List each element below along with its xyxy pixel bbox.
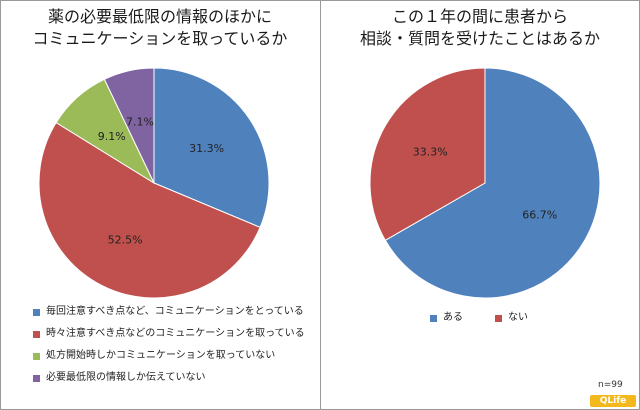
right-legend-item-2: ない	[495, 312, 528, 324]
left-title-line-2: コミュニケーションを取っているか	[32, 29, 288, 48]
right-legend-item-1: ある	[430, 312, 463, 324]
right-legend-label-1: ある	[443, 312, 463, 323]
left-legend-swatch-3	[33, 352, 40, 360]
left-pie-data-label-2: 52.5%	[108, 233, 143, 246]
left-legend-item-2: 時々注意すべき点などのコミュニケーションを取っている	[33, 328, 305, 340]
left-pie-slice-1	[153, 67, 270, 228]
panel-divider	[320, 0, 321, 410]
left-legend-swatch-2	[33, 330, 40, 338]
left-legend-item-4: 必要最低限の情報しか伝えていない	[33, 372, 305, 384]
left-legend-item-1: 毎回注意すべき点など、コミュニケーションをとっている	[33, 306, 305, 318]
right-pie-slice-2	[369, 67, 486, 241]
right-legend-label-2: ない	[508, 312, 528, 323]
left-chart-title: 薬の必要最低限の情報のほかに コミュニケーションを取っているか	[10, 6, 310, 50]
left-pie-slice-2	[38, 121, 261, 299]
right-pie-data-label-1: 66.7%	[522, 209, 557, 222]
left-legend-label-2: 時々注意すべき点などのコミュニケーションを取っている	[46, 328, 305, 339]
right-legend-swatch-1	[430, 314, 437, 322]
right-legend: ある ない	[430, 312, 560, 324]
left-legend-label-1: 毎回注意すべき点など、コミュニケーションをとっている	[46, 306, 304, 317]
right-chart-title: この１年の間に患者から 相談・質問を受けたことはあるか	[330, 6, 630, 50]
right-pie-data-label-2: 33.3%	[413, 145, 448, 158]
left-title-line-1: 薬の必要最低限の情報のほかに	[47, 7, 272, 26]
right-title-line-1: この１年の間に患者から	[391, 7, 568, 26]
left-legend-label-4: 必要最低限の情報しか伝えていない	[46, 372, 206, 383]
left-legend-item-3: 処方開始時しかコミュニケーションを取っていない	[33, 350, 305, 362]
right-legend-swatch-2	[495, 314, 502, 322]
left-legend-swatch-1	[33, 308, 40, 316]
brand-logo: QLife	[590, 395, 636, 407]
left-pie-slice-4	[103, 67, 155, 184]
left-pie-data-label-3: 9.1%	[98, 130, 126, 143]
left-legend-swatch-4	[33, 374, 40, 382]
left-legend-label-3: 処方開始時しかコミュニケーションを取っていない	[46, 350, 276, 361]
sample-size-note: n=99	[598, 380, 623, 390]
left-pie-data-label-4: 7.1%	[126, 115, 154, 128]
right-pie-slice-1	[384, 67, 601, 299]
left-legend: 毎回注意すべき点など、コミュニケーションをとっている 時々注意すべき点などのコミ…	[33, 306, 305, 394]
right-title-line-2: 相談・質問を受けたことはあるか	[359, 29, 600, 48]
left-pie-data-label-1: 31.3%	[189, 142, 224, 155]
